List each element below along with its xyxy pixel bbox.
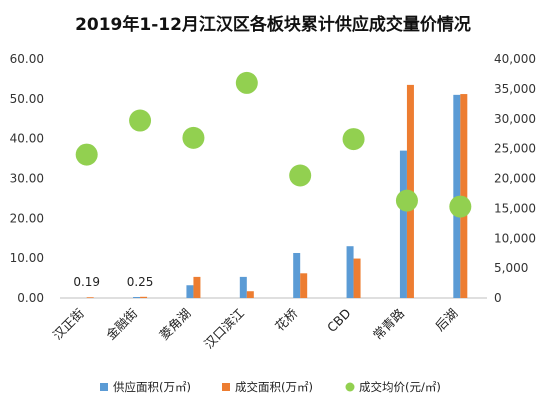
price-point [235,71,258,94]
y-left-tick-label: 40.00 [10,132,44,146]
legend-marker-price [345,382,355,392]
bar-supply [239,276,247,298]
y-right-tick-label: 10,000 [494,231,536,245]
y-right-tick-label: 40,000 [494,52,536,66]
x-category-label: 金融街 [103,306,140,343]
bar-supply [186,285,194,298]
bar-supply [399,150,407,298]
bar-data-label: 0.19 [73,275,100,289]
legend: 供应面积(万㎡) 成交面积(万㎡) 成交均价(元/㎡) [100,380,441,394]
bar-transaction [353,258,361,298]
x-category-label: 菱角湖 [156,306,193,343]
x-category-label: 花桥 [272,305,301,334]
bar-transaction [193,276,201,298]
chart-title: 2019年1-12月江汉区各板块累计供应成交量价情况 [75,14,471,35]
x-category-label: 常青路 [370,305,407,342]
price-point [75,143,98,166]
scatter-points [75,71,472,218]
y-left-tick-label: 10.00 [10,251,44,265]
bar-transaction [460,94,468,298]
price-point [182,126,205,149]
bar-data-label: 0.25 [127,275,154,289]
y-left-tick-label: 30.00 [10,172,44,186]
price-point [449,195,472,218]
price-point [342,128,365,151]
bar-transaction [246,291,254,298]
x-category-label: 汉口滨江 [201,306,247,352]
legend-label: 供应面积(万㎡) [113,380,191,394]
y-right-tick-label: 5,000 [494,261,528,275]
y-right-tick-label: 35,000 [494,82,536,96]
x-category-label: 后湖 [432,306,460,334]
data-labels: 0.19 0.25 [73,275,153,289]
legend-marker-supply [100,383,108,391]
bar-transaction [300,273,308,298]
price-point [395,189,418,212]
x-category-label: 汉正街 [50,306,87,343]
bar-supply [133,297,141,298]
y-left-tick-label: 50.00 [10,92,44,106]
y-left-tick-label: 60.00 [10,52,44,66]
legend-marker-transaction [222,383,230,391]
legend-label: 成交面积(万㎡) [235,380,313,394]
y-right-tick-label: 20,000 [494,172,536,186]
legend-label: 成交均价(元/㎡) [359,380,441,394]
bar-transaction [86,297,94,298]
y-right-tick-label: 25,000 [494,142,536,156]
x-category-label: CBD [324,306,354,336]
y-right-tick-label: 30,000 [494,112,536,126]
bar-transaction [140,296,148,298]
y-right-tick-label: 15,000 [494,201,536,215]
y-right-tick-label: 0 [494,291,502,305]
y-left-tick-label: 0.00 [17,291,44,305]
price-point [289,164,312,187]
bar-supply [346,246,354,298]
bar-supply [293,252,301,298]
price-point [129,109,152,132]
y-left-tick-label: 20.00 [10,211,44,225]
